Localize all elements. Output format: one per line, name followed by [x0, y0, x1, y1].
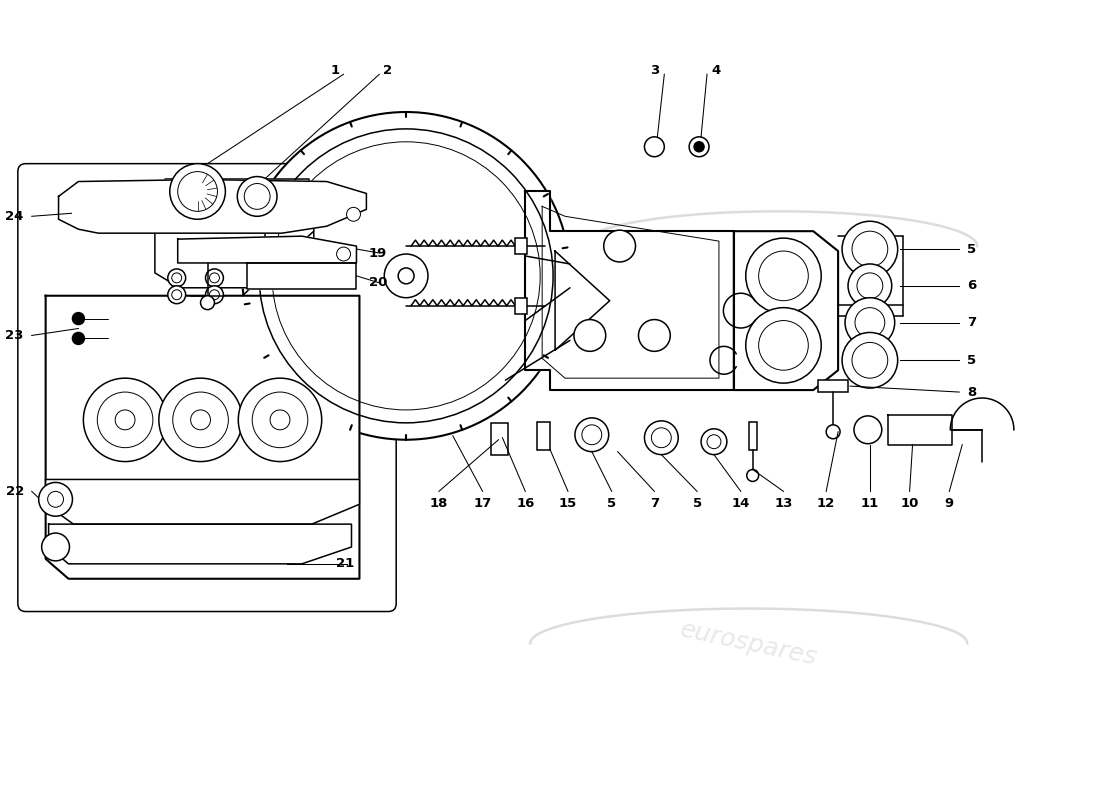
Polygon shape: [248, 263, 356, 289]
Text: 18: 18: [430, 497, 448, 510]
Circle shape: [206, 269, 223, 286]
Text: 5: 5: [607, 497, 616, 510]
Circle shape: [384, 254, 428, 298]
Text: 4: 4: [711, 64, 720, 77]
Polygon shape: [155, 214, 314, 288]
Circle shape: [73, 313, 85, 325]
Circle shape: [638, 319, 670, 351]
Polygon shape: [734, 231, 838, 390]
Text: 2: 2: [383, 64, 393, 77]
Circle shape: [645, 137, 664, 157]
FancyBboxPatch shape: [18, 164, 396, 611]
Circle shape: [73, 333, 85, 344]
Circle shape: [84, 378, 167, 462]
Polygon shape: [48, 524, 352, 564]
Circle shape: [238, 177, 277, 216]
Circle shape: [200, 296, 214, 310]
Bar: [516, 238, 527, 254]
Polygon shape: [45, 296, 360, 578]
Polygon shape: [45, 479, 360, 524]
Circle shape: [575, 418, 608, 452]
Text: 19: 19: [368, 246, 387, 259]
Text: 5: 5: [967, 242, 977, 255]
Circle shape: [826, 425, 840, 438]
Text: 14: 14: [732, 497, 750, 510]
Circle shape: [848, 264, 892, 308]
Circle shape: [701, 429, 727, 454]
Circle shape: [694, 142, 704, 152]
Polygon shape: [58, 179, 366, 233]
Text: 5: 5: [693, 497, 702, 510]
Circle shape: [746, 308, 822, 383]
Bar: [491, 423, 508, 454]
Bar: [818, 380, 848, 392]
Bar: [516, 298, 527, 314]
Circle shape: [168, 286, 186, 304]
Circle shape: [337, 247, 351, 261]
Circle shape: [845, 298, 894, 347]
Text: 21: 21: [337, 558, 354, 570]
Polygon shape: [165, 178, 309, 214]
Circle shape: [689, 137, 710, 157]
Circle shape: [854, 416, 882, 444]
Circle shape: [42, 533, 69, 561]
Text: 20: 20: [368, 276, 387, 290]
Circle shape: [158, 378, 242, 462]
Text: 17: 17: [473, 497, 492, 510]
Text: eurospares: eurospares: [251, 254, 393, 307]
Text: eurospares: eurospares: [678, 617, 820, 670]
Circle shape: [747, 470, 759, 482]
Circle shape: [843, 222, 898, 277]
Polygon shape: [888, 415, 953, 445]
Text: 11: 11: [861, 497, 879, 510]
Text: 12: 12: [817, 497, 835, 510]
Text: 7: 7: [967, 316, 977, 329]
Text: 7: 7: [650, 497, 659, 510]
Text: 1: 1: [330, 64, 340, 77]
Circle shape: [169, 164, 226, 219]
Text: 9: 9: [945, 497, 954, 510]
Text: 5: 5: [967, 354, 977, 366]
Circle shape: [242, 112, 570, 440]
Circle shape: [168, 269, 186, 286]
Bar: [749, 422, 757, 450]
Circle shape: [398, 268, 414, 284]
Text: 16: 16: [516, 497, 535, 510]
Circle shape: [346, 207, 361, 222]
Text: 22: 22: [6, 485, 24, 498]
Bar: [537, 422, 550, 450]
Circle shape: [39, 482, 73, 516]
Text: 3: 3: [650, 64, 659, 77]
Circle shape: [645, 421, 679, 454]
Circle shape: [206, 286, 223, 304]
Text: 15: 15: [559, 497, 578, 510]
Text: 23: 23: [6, 329, 24, 342]
Text: 13: 13: [774, 497, 793, 510]
Circle shape: [746, 238, 822, 314]
Circle shape: [239, 378, 321, 462]
Polygon shape: [178, 236, 356, 263]
Circle shape: [843, 333, 898, 388]
Text: 24: 24: [6, 210, 24, 222]
Circle shape: [574, 319, 606, 351]
Text: 10: 10: [901, 497, 918, 510]
Text: 6: 6: [967, 279, 977, 292]
Polygon shape: [556, 251, 609, 350]
Text: 8: 8: [967, 386, 977, 398]
Circle shape: [604, 230, 636, 262]
Polygon shape: [526, 191, 734, 390]
